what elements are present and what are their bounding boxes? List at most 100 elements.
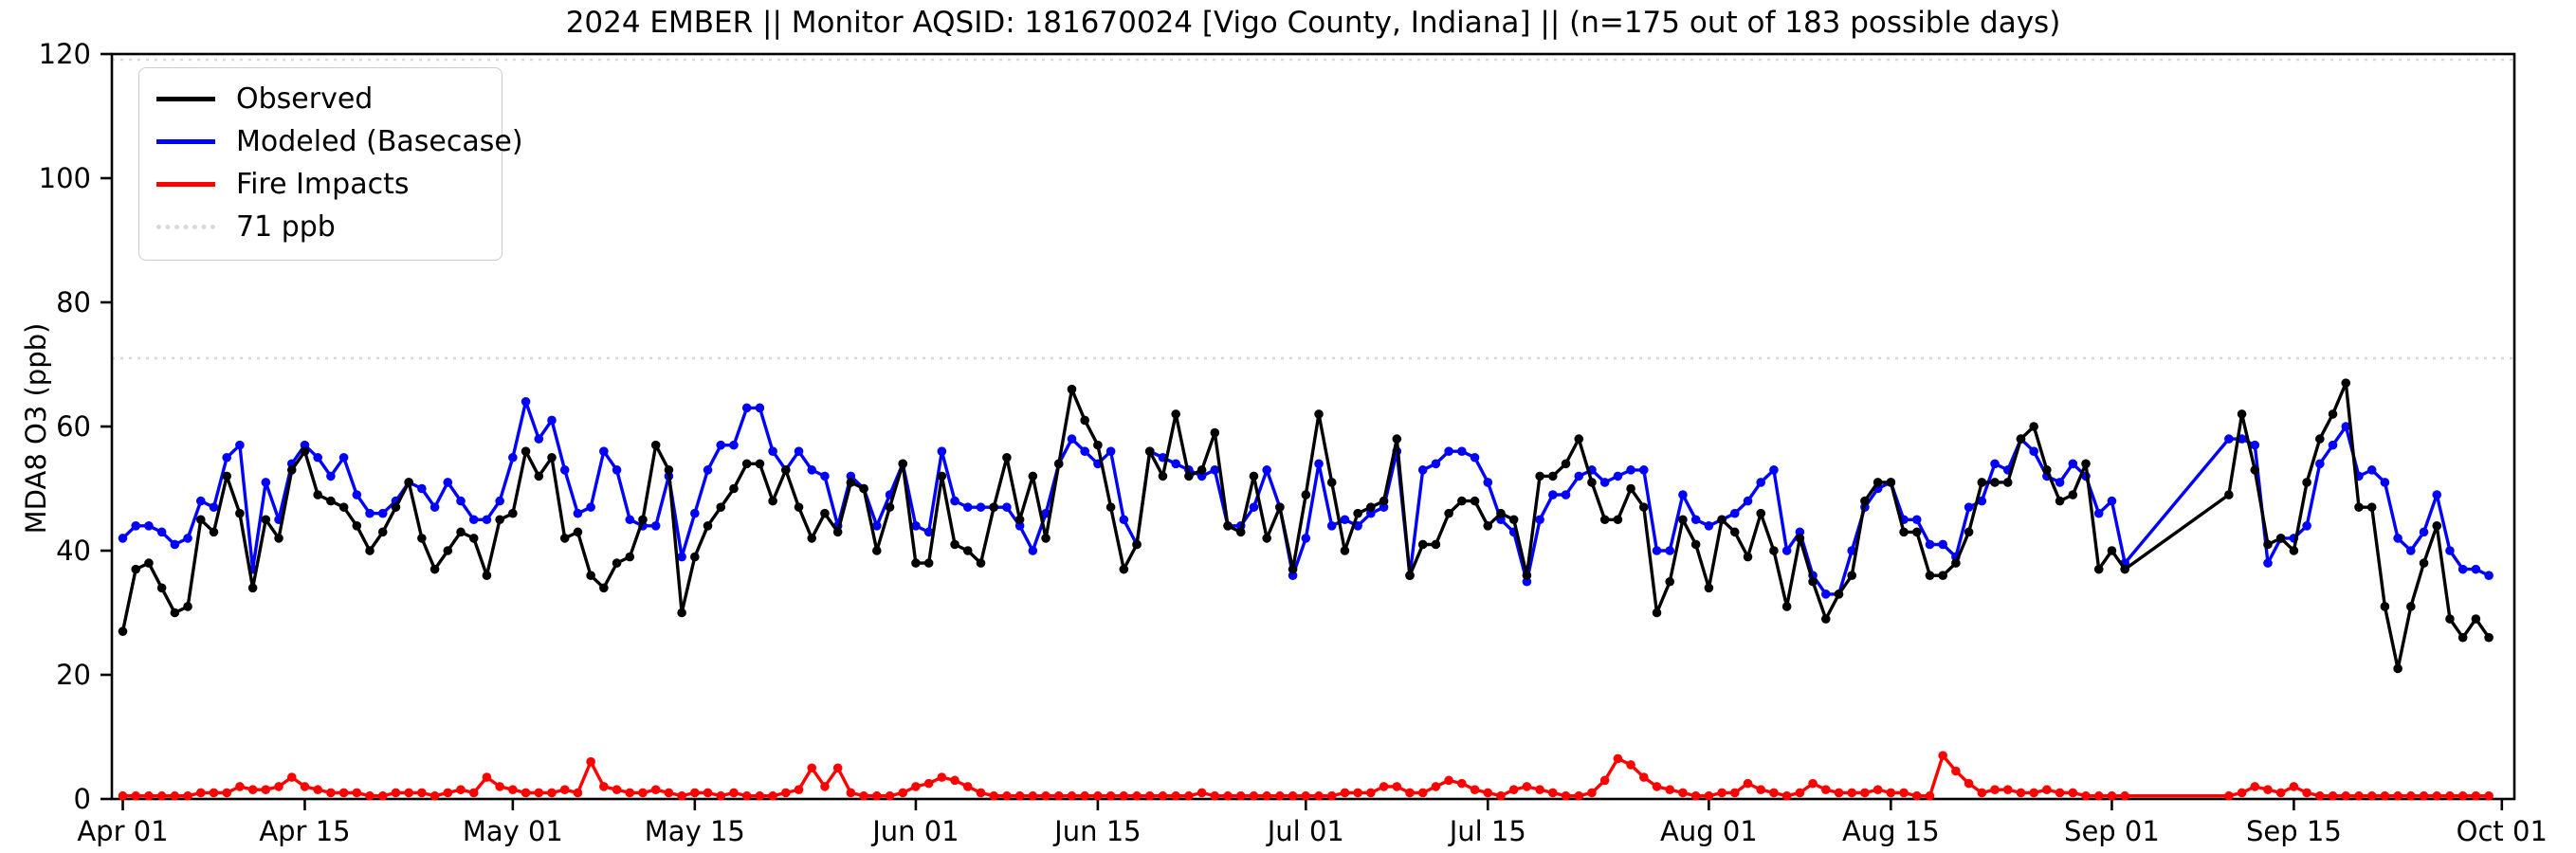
data-point [274,782,283,791]
data-point [1132,790,1142,801]
data-point [2484,632,2494,643]
data-point [2289,782,2299,791]
data-point [1574,471,1584,481]
data-point [508,508,518,518]
data-point [300,782,310,791]
data-point [2380,602,2390,611]
data-point [326,471,336,481]
data-point [755,459,765,469]
legend-sample-line [156,97,215,101]
data-point [2341,378,2351,388]
data-point [313,452,322,463]
data-point [144,521,154,531]
data-point [482,515,492,525]
data-point [404,478,413,487]
data-point [2393,790,2402,801]
data-point [2366,465,2377,475]
data-point [2432,490,2442,499]
data-point [2224,434,2234,444]
data-point [1053,790,1064,801]
data-point [1522,782,1532,791]
data-point [1392,782,1402,791]
data-point [625,552,635,562]
data-point [1964,502,1974,512]
data-point [1886,788,1896,798]
data-point [2120,564,2129,574]
data-point [1041,508,1050,518]
y-tick-label: 0 [74,783,91,815]
data-point [2275,788,2286,798]
data-point [2068,490,2078,499]
data-point [1119,564,1129,574]
data-point [1925,539,1935,550]
data-point [1417,539,1428,550]
data-point [2471,564,2481,574]
data-point [131,521,141,531]
data-point [429,502,440,512]
data-point [1144,446,1155,457]
data-point [2432,521,2442,531]
data-point [2093,790,2104,801]
data-point [1496,508,1506,518]
data-point [1223,790,1233,801]
data-point [703,465,713,475]
legend-entry-1: Modeled (Basecase) [139,120,523,163]
data-point [2419,527,2429,537]
data-point [1340,515,1350,525]
data-point [2393,663,2402,674]
data-point [326,788,336,798]
data-point [898,459,908,469]
data-point [2016,788,2026,798]
data-point [1665,576,1675,587]
data-point [976,558,986,568]
data-point [2380,790,2390,801]
data-point [1781,790,1792,801]
data-point [1717,788,1726,798]
data-point [923,527,934,537]
data-point [286,465,297,475]
x-tick-label: May 15 [645,815,745,847]
data-point [1483,788,1493,798]
data-point [1769,788,1779,798]
data-point [2328,409,2338,419]
data-point [923,778,934,789]
data-point [261,478,271,487]
data-point [741,403,752,413]
data-point [911,521,921,531]
data-point [664,465,674,475]
data-point [1288,564,1298,574]
data-point [2224,490,2234,499]
data-point [1340,546,1350,555]
y-tick-label: 120 [39,38,91,70]
data-point [989,502,999,512]
data-point [832,763,843,773]
data-point [1795,788,1805,798]
data-point [2445,790,2455,801]
data-point [586,756,595,767]
data-point [871,521,882,531]
data-point [1158,790,1168,801]
data-point [2302,478,2311,487]
data-point [2406,546,2416,555]
data-point [417,788,427,798]
data-point [247,583,258,593]
data-point [1132,539,1142,550]
data-point [2081,790,2091,801]
data-point [1158,471,1168,481]
data-point [1210,465,1220,475]
data-point [534,434,544,444]
data-point [1249,471,1259,481]
data-point [664,788,674,798]
data-point [2289,546,2299,555]
data-point [625,788,635,798]
data-point [1820,590,1831,599]
data-point [1873,785,1883,794]
data-point [183,534,192,543]
data-point [599,782,609,791]
data-point [1548,788,1558,798]
data-point [131,564,141,574]
data-point [1340,788,1350,798]
data-point [1197,788,1207,798]
chart-title: 2024 EMBER || Monitor AQSID: 181670024 [… [565,6,2061,40]
